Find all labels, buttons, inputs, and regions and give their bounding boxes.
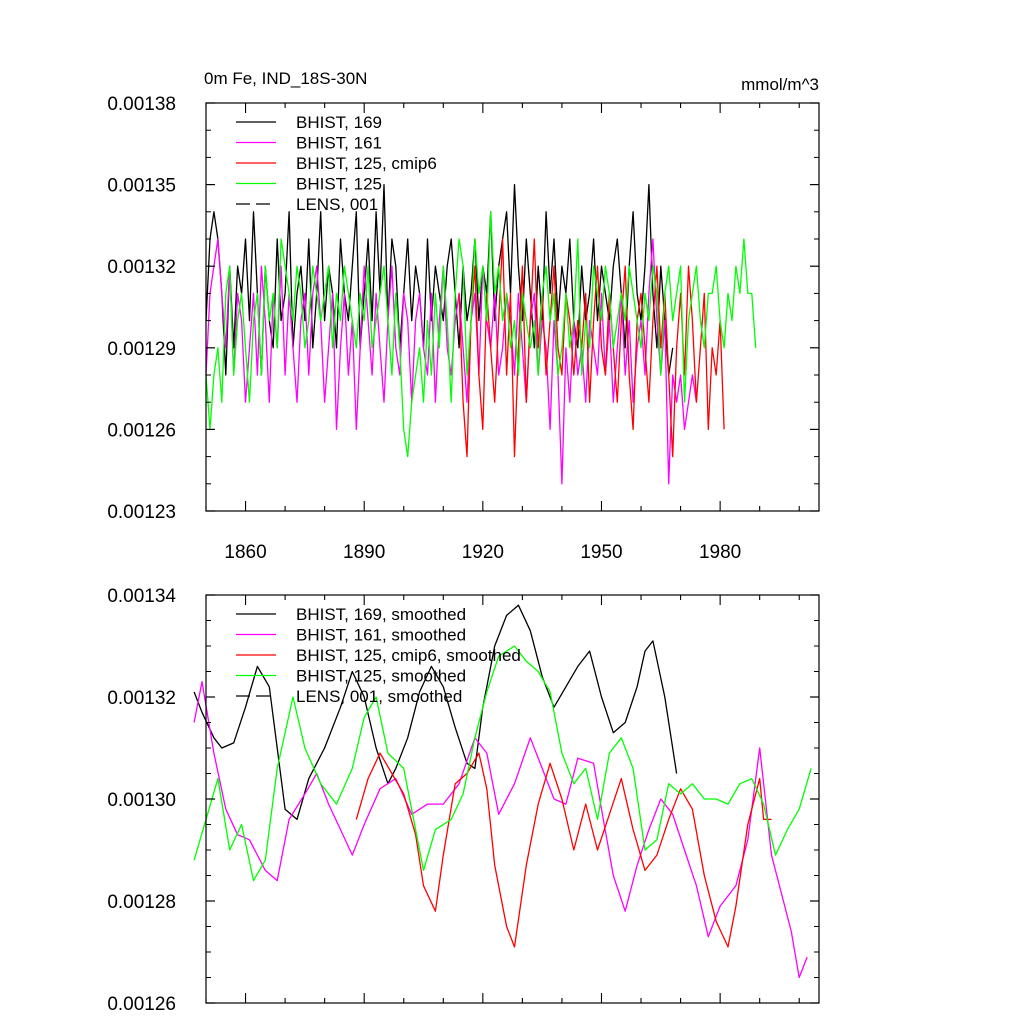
bottom-y-tick-label: 0.00132 xyxy=(107,688,176,709)
top-y-axis: 0.00123 0.00126 0.00129 0.00132 0.00135 0.001… xyxy=(107,94,819,523)
top-plot-frame xyxy=(205,102,820,512)
bottom-legend-label-bhist-161-smoothed: BHIST, 161, smoothed xyxy=(296,626,466,645)
top-series-line-bhist-169 xyxy=(205,183,674,376)
top-legend-label-bhist-125-cmip6: BHIST, 125, cmip6 xyxy=(296,154,437,173)
top-x-tick-label: 1980 xyxy=(699,542,741,563)
top-y-tick-label: 0.00135 xyxy=(107,176,176,197)
bottom-chart-panel: 0.00126 0.00128 0.00130 0.00132 0.00134 BHIS… xyxy=(107,586,820,1015)
bottom-series-line-bhist-125-cmip6-smoothed xyxy=(355,752,772,948)
top-series-group xyxy=(205,183,757,485)
top-legend-label-lens-001: LENS, 001 xyxy=(296,195,378,214)
bottom-y-tick-label: 0.00126 xyxy=(107,994,176,1015)
top-chart-units-label: mmol/m^3 xyxy=(741,75,819,94)
bottom-legend-label-lens-001-smoothed: LENS, 001, smoothed xyxy=(296,687,462,706)
top-chart-panel: 0m Fe, IND_18S-30N mmol/m^3 0.001230.001… xyxy=(107,69,820,563)
top-x-tick-label: 1950 xyxy=(580,542,622,563)
bottom-y-tick-label: 0.00134 xyxy=(107,586,176,607)
bottom-series-line-bhist-169-smoothed xyxy=(193,604,678,821)
bottom-y-tick-label: 0.00128 xyxy=(107,892,176,913)
bottom-y-tick-label: 0.00130 xyxy=(107,790,176,811)
top-x-tick-label: 1920 xyxy=(462,542,504,563)
bottom-legend-label-bhist-125-cmip6-smoothed: BHIST, 125, cmip6, smoothed xyxy=(296,646,521,665)
top-y-tick-label: 0.00123 xyxy=(107,502,176,523)
top-series-line-bhist-161 xyxy=(205,238,698,485)
top-y-tick-label: 0.00138 xyxy=(107,94,176,115)
top-legend-label-bhist-169: BHIST, 169 xyxy=(296,113,382,132)
top-legend-label-bhist-161: BHIST, 161 xyxy=(296,134,382,153)
bottom-series-group xyxy=(193,604,812,979)
top-series-line-bhist-125-cmip6 xyxy=(458,238,725,458)
bottom-y-axis: 0.00126 0.00128 0.00130 0.00132 0.00134 xyxy=(107,586,819,1015)
top-y-tick-label: 0.00129 xyxy=(107,339,176,360)
bottom-series-line-bhist-125-smoothed xyxy=(193,645,812,882)
bottom-series-line-bhist-161-smoothed xyxy=(193,681,808,979)
top-y-tick-label: 0.00132 xyxy=(107,257,176,278)
top-x-tick-label: 1890 xyxy=(343,542,385,563)
bottom-x-axis xyxy=(205,595,800,1003)
top-legend-label-bhist-125: BHIST, 125 xyxy=(296,175,382,194)
top-y-tick-label: 0.00126 xyxy=(107,420,176,441)
bottom-legend-label-bhist-125-smoothed: BHIST, 125, smoothed xyxy=(296,667,466,686)
top-x-axis: 1860 1890 1920 1950 1980 xyxy=(205,103,800,563)
bottom-legend: BHIST, 169, smoothed BHIST, 161, smoothed… xyxy=(236,605,521,706)
top-x-tick-label: 1860 xyxy=(224,542,266,563)
bottom-legend-label-bhist-169-smoothed: BHIST, 169, smoothed xyxy=(296,605,466,624)
top-series-line-bhist-125 xyxy=(205,211,757,458)
top-chart-title: 0m Fe, IND_18S-30N xyxy=(204,69,367,88)
